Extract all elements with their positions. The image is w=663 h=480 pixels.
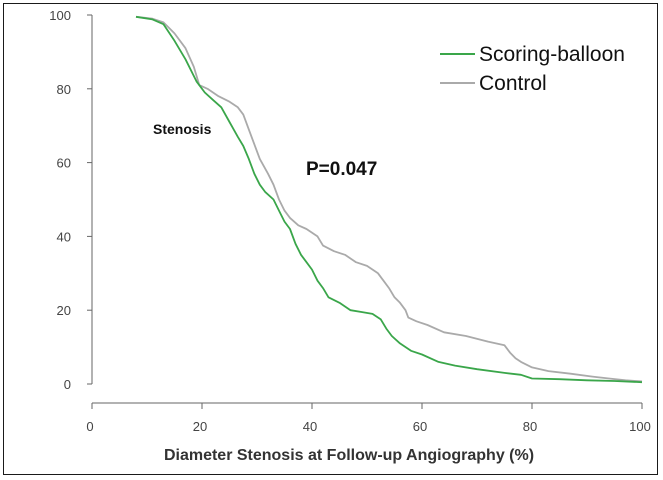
x-tick-label-60: 60 <box>413 419 427 434</box>
legend: Scoring-balloon Control <box>440 43 625 95</box>
legend-label-scoring-balloon: Scoring-balloon <box>479 43 625 66</box>
x-tick-label-80: 80 <box>523 419 537 434</box>
y-tick-label-0: 0 <box>64 377 71 392</box>
y-tick-label-60: 60 <box>57 156 71 171</box>
x-tick-label-20: 20 <box>193 419 207 434</box>
y-tick-label-20: 20 <box>57 303 71 318</box>
x-tick-label-100: 100 <box>629 419 651 434</box>
y-tick-label-40: 40 <box>57 229 71 244</box>
series-control <box>135 15 643 383</box>
axes: 0 20 40 60 80 100 0 20 40 60 80 100 <box>49 8 651 434</box>
x-tick-label-40: 40 <box>303 419 317 434</box>
series-scoring-balloon <box>135 15 643 384</box>
p-value-annotation: P=0.047 <box>306 159 377 180</box>
legend-label-control: Control <box>479 72 547 95</box>
y-tick-label-100: 100 <box>49 8 71 23</box>
x-axis-label: Diameter Stenosis at Follow-up Angiograp… <box>164 447 534 464</box>
x-tick-label-0: 0 <box>86 419 93 434</box>
chart-frame <box>3 3 658 475</box>
series-layer <box>135 15 643 384</box>
stenosis-annotation: Stenosis <box>153 121 212 137</box>
y-tick-label-80: 80 <box>57 82 71 97</box>
